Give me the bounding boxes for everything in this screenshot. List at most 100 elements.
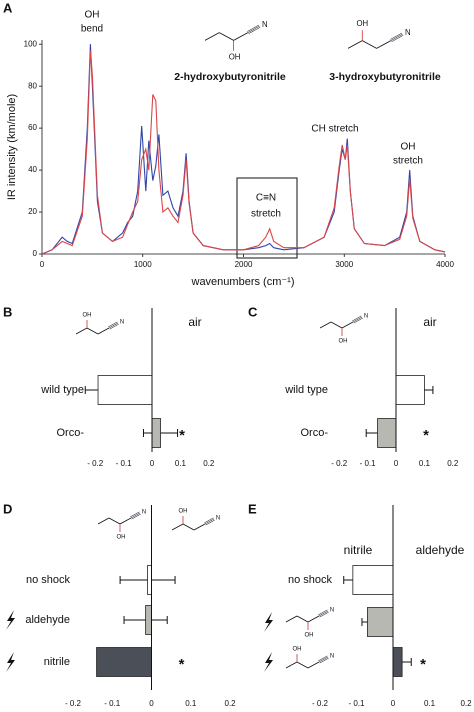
panel-letter: C	[248, 304, 258, 319]
legend-label: 3-hydroxybutyronitrile	[329, 71, 441, 83]
x-tick-label: 0.1	[419, 459, 431, 468]
molecule-bond	[193, 523, 206, 531]
molecule-bond	[362, 40, 377, 49]
shock-icon	[6, 652, 15, 672]
x-tick-label: 0.1	[424, 699, 436, 708]
x-tick-label: 0	[40, 260, 45, 269]
y-axis-label: IR intensity (km/mole)	[6, 94, 18, 200]
molecule-bond	[119, 517, 132, 525]
molecule-bond	[307, 661, 320, 669]
x-tick-label: 0.2	[224, 699, 236, 708]
molecule-bond	[285, 661, 298, 669]
molecule-bond	[171, 523, 184, 531]
molecule-oh: OH	[179, 509, 188, 515]
x-tick-label: 0.2	[447, 459, 459, 468]
x-tick-label: 4000	[436, 260, 454, 269]
significance-mark: *	[420, 656, 426, 673]
molecule-bond	[341, 321, 354, 329]
bar	[96, 647, 152, 677]
bar	[352, 565, 394, 595]
significance-mark: *	[179, 656, 185, 673]
x-tick-label: 0.1	[185, 699, 197, 708]
bar	[377, 418, 397, 448]
category-label: aldehyde	[25, 614, 70, 626]
annotation: aldehyde	[416, 543, 465, 557]
molecule-bond	[352, 315, 362, 322]
molecule-bond	[97, 517, 110, 525]
molecule-bond	[204, 517, 214, 524]
molecule-n: N	[142, 510, 146, 516]
molecule-bond	[204, 32, 220, 41]
molecule-bond	[130, 511, 140, 518]
molecule-bond	[318, 610, 329, 617]
molecule-bond	[75, 327, 88, 335]
molecule-n: N	[216, 516, 220, 522]
molecule-bond	[318, 655, 328, 662]
molecule-bond	[247, 24, 260, 32]
molecule-bond	[86, 327, 99, 335]
annotation: bend	[81, 24, 103, 35]
category-label: Orco-	[301, 427, 329, 439]
panel-letter: A	[3, 0, 13, 15]
x-tick-label: - 0.1	[360, 459, 377, 468]
spectrum-line	[41, 50, 446, 255]
bar	[367, 607, 394, 637]
molecule-bond	[390, 32, 403, 40]
bar	[145, 605, 152, 635]
molecule-oh: OH	[293, 647, 302, 653]
molecule-oh: OH	[356, 19, 368, 28]
molecule-bond	[330, 321, 343, 329]
molecule-n: N	[364, 314, 368, 320]
x-axis-label: wavenumbers (cm⁻¹)	[191, 276, 295, 288]
molecule-bond	[376, 40, 392, 49]
y-tick-label: 0	[33, 249, 38, 258]
molecule-bond	[108, 321, 118, 328]
molecule-n: N	[330, 608, 334, 614]
category-label: Orco-	[57, 427, 85, 439]
molecule-bond	[248, 26, 261, 34]
molecule-bond	[233, 32, 249, 41]
y-tick-label: 100	[24, 39, 38, 48]
molecule-bond	[131, 513, 141, 520]
significance-mark: *	[423, 427, 429, 444]
category-label: nitrile	[44, 656, 70, 668]
molecule-bond	[108, 517, 121, 525]
molecule-bond	[219, 32, 234, 41]
molecule-oh: OH	[339, 339, 348, 345]
x-tick-label: 0	[391, 699, 396, 708]
molecule-bond	[391, 34, 404, 42]
molecule-bond	[319, 321, 332, 329]
annotation: stretch	[393, 156, 423, 167]
panel-letter: D	[3, 501, 12, 516]
molecule-bond	[307, 615, 320, 623]
x-tick-label: 0	[149, 699, 154, 708]
molecule-oh: OH	[305, 633, 314, 639]
y-tick-label: 40	[28, 165, 37, 174]
molecule-bond	[97, 327, 110, 335]
molecule-n: N	[405, 28, 411, 37]
x-tick-label: - 0.2	[331, 459, 348, 468]
category-label: no shock	[26, 574, 71, 586]
molecule-bond	[247, 25, 260, 33]
molecule-bond	[296, 615, 309, 623]
annotation: stretch	[251, 209, 281, 220]
molecule-bond	[319, 657, 329, 664]
molecule-bond	[318, 656, 329, 663]
molecule-bond	[347, 40, 363, 49]
bar	[392, 647, 403, 677]
x-tick-label: 0	[394, 459, 399, 468]
bar	[97, 375, 153, 405]
molecule-oh: OH	[229, 52, 241, 61]
molecule-bond	[318, 609, 328, 616]
molecule-bond	[352, 316, 363, 323]
molecule-bond	[390, 33, 403, 41]
category-label: wild type	[40, 384, 84, 396]
molecule-bond	[205, 519, 215, 526]
molecule-n: N	[330, 654, 334, 660]
annotation: OH	[85, 10, 100, 21]
molecule-bond	[130, 512, 141, 519]
x-tick-label: - 0.1	[348, 699, 365, 708]
molecule-bond	[319, 611, 329, 618]
molecule-n: N	[262, 20, 268, 29]
